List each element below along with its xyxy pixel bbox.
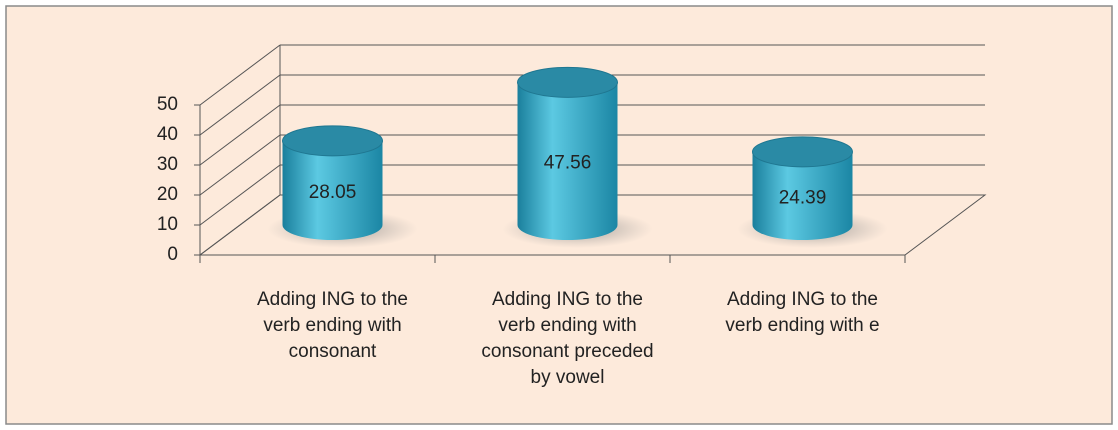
grid-line xyxy=(199,74,281,136)
x-tick-line: Adding ING to the xyxy=(492,289,643,310)
x-tick-line: Adding ING to the xyxy=(727,289,878,310)
x-tick-label: Adding ING to the verb ending with consona… xyxy=(481,289,653,388)
cylinder xyxy=(737,136,888,248)
bar-top xyxy=(282,125,383,157)
grid-line xyxy=(199,134,281,196)
y-tick-label: 50 xyxy=(157,94,178,115)
grid-line xyxy=(199,194,281,256)
x-tick-label: Adding ING to the verb ending with e xyxy=(725,289,879,336)
bar xyxy=(517,82,618,240)
y-tick-label: 40 xyxy=(157,124,178,145)
grid-line xyxy=(199,164,281,226)
value-label: 24.39 xyxy=(779,187,827,208)
x-tick-line: by vowel xyxy=(531,367,605,388)
cylinder xyxy=(267,125,418,248)
y-tick-label: 0 xyxy=(167,244,178,265)
x-tick-line: verb ending with xyxy=(263,315,401,336)
bar xyxy=(282,140,383,240)
x-tick-label: Adding ING to the verb ending with consona… xyxy=(257,289,408,362)
x-tick-line: consonant xyxy=(289,341,377,362)
grid-line xyxy=(199,104,281,166)
y-tick-label: 20 xyxy=(157,184,178,205)
y-tick-label: 30 xyxy=(157,154,178,175)
bar-top xyxy=(752,136,853,168)
x-tick-line: Adding ING to the xyxy=(257,289,408,310)
y-tick-label: 10 xyxy=(157,214,178,235)
bar xyxy=(752,151,853,240)
grid-line xyxy=(199,44,281,106)
x-tick-line: verb ending with e xyxy=(725,315,879,336)
cylinder xyxy=(502,66,653,248)
x-tick-line: verb ending with xyxy=(498,315,636,336)
value-label: 28.05 xyxy=(309,182,357,203)
bar-top xyxy=(517,66,618,98)
value-label: 47.56 xyxy=(544,153,592,174)
x-tick-line: consonant preceded xyxy=(481,341,653,362)
